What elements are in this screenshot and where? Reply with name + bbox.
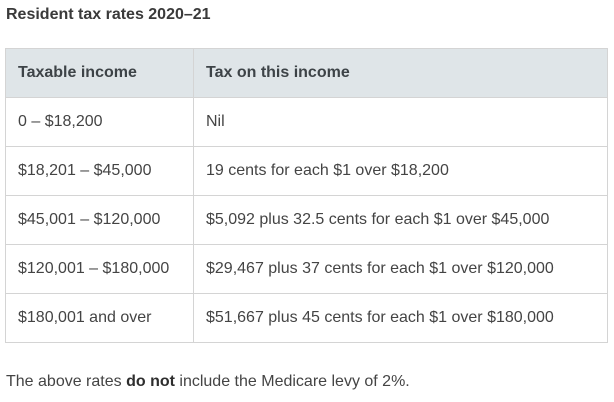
column-header-taxable-income: Taxable income xyxy=(5,48,194,98)
medicare-levy-note: The above rates do not include the Medic… xyxy=(6,373,410,391)
page-title: Resident tax rates 2020–21 xyxy=(6,6,211,23)
tax-on-income-cell: 19 cents for each $1 over $18,200 xyxy=(193,146,608,196)
tax-on-income-cell: Nil xyxy=(193,97,608,147)
note-prefix: The above rates xyxy=(6,373,127,390)
taxable-income-cell: $45,001 – $120,000 xyxy=(5,195,194,245)
table-row: $45,001 – $120,000 $5,092 plus 32.5 cent… xyxy=(5,195,608,245)
note-suffix: include the Medicare levy of 2%. xyxy=(174,373,410,390)
taxable-income-cell: 0 – $18,200 xyxy=(5,97,194,147)
note-emphasis: do not xyxy=(126,373,175,390)
tax-on-income-cell: $29,467 plus 37 cents for each $1 over $… xyxy=(193,244,608,294)
taxable-income-cell: $180,001 and over xyxy=(5,293,194,343)
table-row: $120,001 – $180,000 $29,467 plus 37 cent… xyxy=(5,244,608,294)
tax-rates-table: Taxable income Tax on this income 0 – $1… xyxy=(5,48,608,343)
table-row: 0 – $18,200 Nil xyxy=(5,97,608,147)
taxable-income-cell: $18,201 – $45,000 xyxy=(5,146,194,196)
tax-on-income-cell: $51,667 plus 45 cents for each $1 over $… xyxy=(193,293,608,343)
table-row: $180,001 and over $51,667 plus 45 cents … xyxy=(5,293,608,343)
taxable-income-cell: $120,001 – $180,000 xyxy=(5,244,194,294)
tax-on-income-cell: $5,092 plus 32.5 cents for each $1 over … xyxy=(193,195,608,245)
table-row: $18,201 – $45,000 19 cents for each $1 o… xyxy=(5,146,608,196)
column-header-tax-on-income: Tax on this income xyxy=(193,48,608,98)
table-header-row: Taxable income Tax on this income xyxy=(5,48,608,98)
